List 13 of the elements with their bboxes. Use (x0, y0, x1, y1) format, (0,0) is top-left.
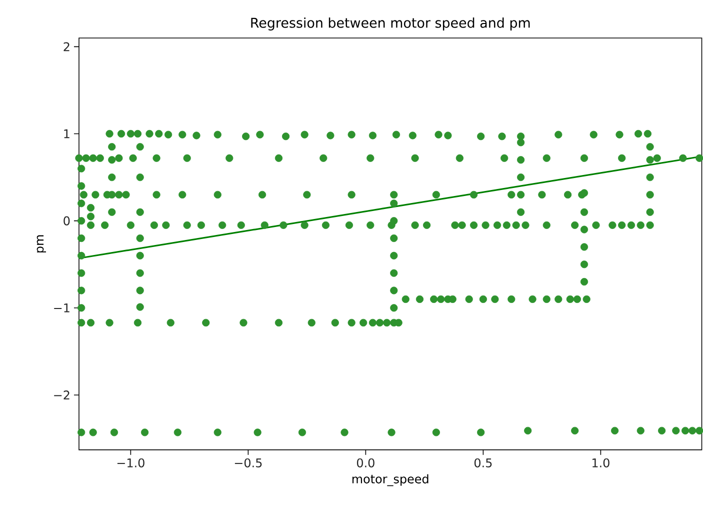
y-tick-label: 2 (64, 42, 70, 52)
y-tick-label: −2 (54, 390, 70, 400)
x-axis-title: motor_speed (352, 474, 428, 486)
y-tick-label: −1 (54, 304, 70, 312)
y-tick-label: 1 (64, 129, 70, 138)
x-tick-label: −1.0 (117, 458, 144, 468)
x-tick-label: 0.5 (474, 458, 492, 468)
y-axis-title: pm (36, 235, 46, 253)
y-tick-label: 0 (64, 216, 70, 226)
x-tick-label: −0.5 (234, 458, 262, 468)
x-tick-label: 1.0 (592, 458, 610, 468)
x-tick-label: 0.0 (356, 458, 374, 468)
chart-title: Regression between motor speed and pm (251, 18, 530, 31)
